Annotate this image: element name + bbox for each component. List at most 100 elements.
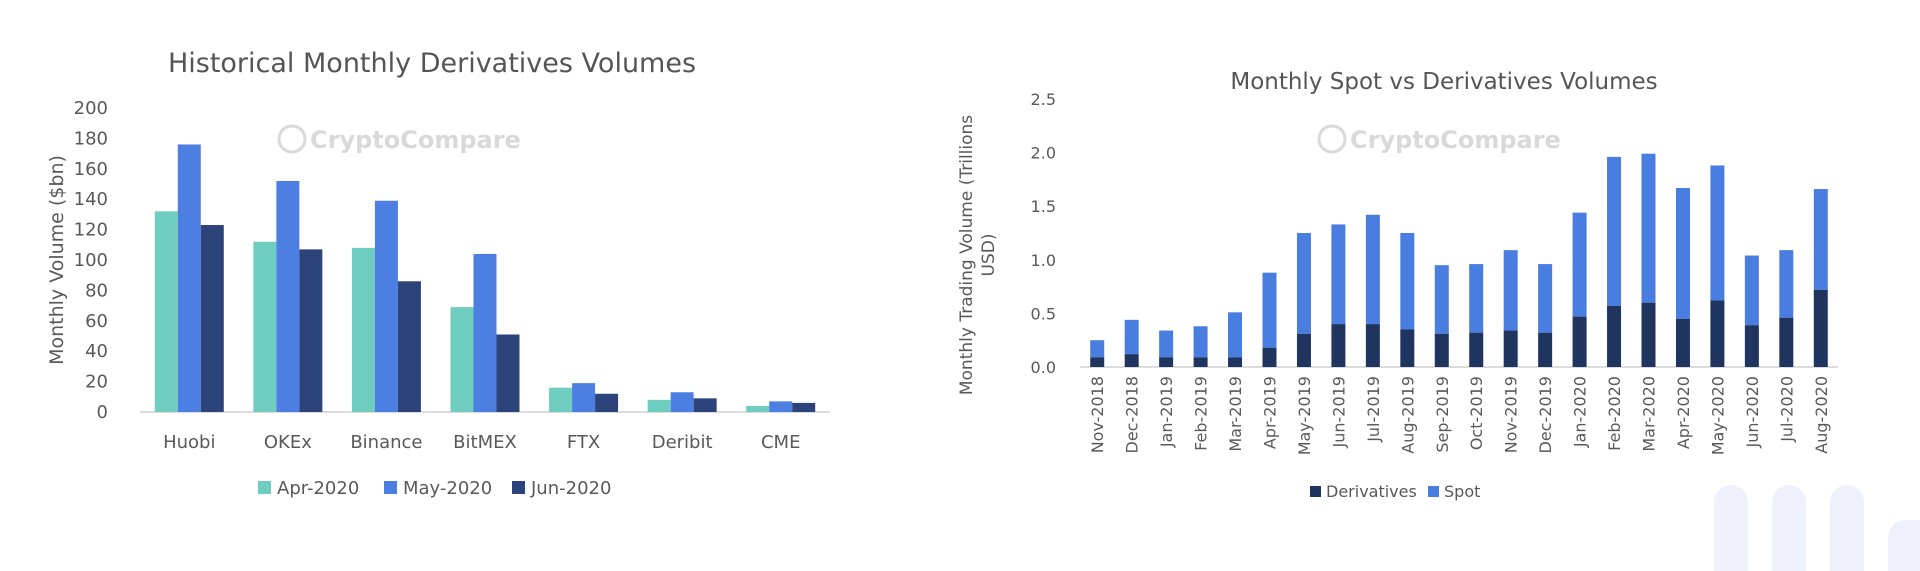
- y-tick-label: 0.0: [1031, 358, 1056, 377]
- bar-jun-2020-spot: [1744, 255, 1759, 326]
- y-tick-label: 180: [74, 128, 108, 149]
- bar-may-2019-spot: [1296, 233, 1311, 334]
- watermark-text: CryptoCompare: [1350, 126, 1561, 154]
- bar-bitmex-apr-2020: [450, 307, 474, 412]
- x-tick-label: Apr-2019: [1261, 376, 1280, 449]
- bar-binance-jun-2020: [397, 281, 421, 412]
- chart-title: Monthly Spot vs Derivatives Volumes: [1230, 69, 1657, 95]
- bar-huobi-may-2020: [177, 144, 201, 413]
- x-tick-label: Binance: [350, 432, 422, 453]
- bar-jun-2019-derivatives: [1331, 324, 1346, 367]
- legend-label-apr-2020: Apr-2020: [277, 478, 359, 499]
- bar-sep-2019-derivatives: [1434, 333, 1449, 367]
- x-tick-label: Deribit: [652, 432, 713, 453]
- bar-jun-2019-spot: [1331, 224, 1346, 325]
- y-tick-label: 80: [85, 280, 108, 301]
- legend-label-spot: Spot: [1444, 482, 1480, 501]
- y-tick-label: 60: [85, 311, 108, 332]
- bar-jul-2020-spot: [1779, 250, 1794, 318]
- spot-vs-derivatives-chart: Monthly Spot vs Derivatives Volumes Crypt…: [940, 0, 1840, 571]
- bar-sep-2019-spot: [1434, 265, 1449, 334]
- legend-swatch-derivatives: [1310, 486, 1321, 497]
- bar-apr-2019-derivatives: [1262, 347, 1277, 367]
- legend-swatch-may-2020: [384, 481, 397, 494]
- bar-binance-may-2020: [374, 200, 398, 412]
- legend-label-jun-2020: Jun-2020: [530, 478, 611, 499]
- x-tick-label: CME: [761, 432, 800, 453]
- bar-jun-2020-derivatives: [1744, 325, 1759, 367]
- bar-jul-2019-spot: [1365, 214, 1380, 325]
- decorative-pill-2: [1772, 485, 1806, 571]
- y-axis-label-line-2: USD): [979, 234, 999, 277]
- bar-huobi-apr-2020: [154, 211, 178, 412]
- y-tick-label: 0: [97, 402, 108, 423]
- bar-aug-2019-spot: [1400, 233, 1415, 330]
- x-tick-label: Feb-2020: [1605, 376, 1624, 451]
- y-axis-label: Monthly Volume ($bn): [46, 155, 68, 365]
- bar-mar-2019-spot: [1228, 312, 1243, 358]
- x-tick-label: BitMEX: [453, 432, 517, 453]
- x-tick-label: Jun-2020: [1743, 376, 1762, 449]
- x-tick-label: Huobi: [163, 432, 215, 453]
- x-tick-label: May-2019: [1295, 376, 1314, 455]
- bar-dec-2019-spot: [1538, 264, 1553, 333]
- bar-feb-2019-derivatives: [1193, 357, 1208, 367]
- bar-okex-jun-2020: [299, 249, 323, 412]
- bar-okex-apr-2020: [253, 241, 277, 412]
- x-tick-label: Aug-2020: [1812, 376, 1831, 454]
- bar-apr-2019-spot: [1262, 272, 1277, 348]
- bar-apr-2020-spot: [1675, 187, 1690, 319]
- spot-vs-derivatives-chart-svg: Monthly Spot vs Derivatives Volumes Crypt…: [957, 69, 1838, 501]
- bar-nov-2018-derivatives: [1090, 357, 1105, 367]
- x-tick-label: OKEx: [264, 432, 312, 453]
- bar-feb-2020-spot: [1607, 156, 1622, 306]
- bar-may-2020-derivatives: [1710, 300, 1725, 367]
- legend-swatch-jun-2020: [512, 481, 525, 494]
- bar-mar-2019-derivatives: [1228, 357, 1243, 367]
- bar-cme-may-2020: [769, 401, 793, 412]
- decorative-pill-1: [1714, 485, 1748, 571]
- y-tick-label: 2.0: [1031, 144, 1056, 163]
- x-tick-label: Sep-2019: [1433, 376, 1452, 453]
- bar-mar-2020-spot: [1641, 153, 1656, 303]
- x-tick-label: Mar-2020: [1640, 376, 1659, 452]
- y-tick-label: 0.5: [1031, 304, 1056, 323]
- bar-feb-2020-derivatives: [1607, 305, 1622, 367]
- bar-dec-2018-derivatives: [1124, 354, 1139, 367]
- bar-deribit-jun-2020: [693, 398, 717, 412]
- derivatives-volume-chart-svg: Historical Monthly Derivatives Volumes Cr…: [46, 48, 830, 499]
- y-tick-label: 140: [74, 189, 108, 210]
- decorative-pill-3: [1830, 485, 1864, 571]
- bar-aug-2019-derivatives: [1400, 329, 1415, 367]
- bar-may-2020-spot: [1710, 165, 1725, 301]
- bar-nov-2018-spot: [1090, 340, 1105, 358]
- x-tick-label: Nov-2019: [1502, 376, 1521, 453]
- watermark: CryptoCompare: [277, 124, 521, 154]
- watermark-text: CryptoCompare: [310, 126, 521, 154]
- bar-cme-apr-2020: [746, 405, 770, 412]
- chart-title: Historical Monthly Derivatives Volumes: [168, 48, 696, 79]
- cryptocompare-logo-icon: [1317, 124, 1347, 154]
- bar-nov-2019-spot: [1503, 250, 1518, 331]
- bar-ftx-may-2020: [572, 383, 596, 412]
- x-tick-label: Apr-2020: [1674, 376, 1693, 449]
- legend-swatch-apr-2020: [258, 481, 271, 494]
- x-tick-label: May-2020: [1708, 376, 1727, 455]
- legend-label-may-2020: May-2020: [403, 478, 492, 499]
- bar-dec-2018-spot: [1124, 319, 1139, 355]
- x-tick-label: Jan-2020: [1571, 376, 1590, 448]
- decorative-pill-4: [1888, 520, 1920, 571]
- bar-dec-2019-derivatives: [1538, 332, 1553, 367]
- bar-bitmex-may-2020: [473, 253, 497, 412]
- x-tick-label: Aug-2019: [1398, 376, 1417, 454]
- bar-oct-2019-derivatives: [1469, 332, 1484, 367]
- bar-aug-2020-spot: [1813, 189, 1828, 290]
- bar-oct-2019-spot: [1469, 264, 1484, 333]
- y-tick-label: 200: [74, 98, 108, 119]
- x-tick-label: Mar-2019: [1226, 376, 1245, 452]
- x-tick-label: Jul-2020: [1777, 376, 1796, 443]
- bar-nov-2019-derivatives: [1503, 330, 1518, 367]
- y-tick-label: 100: [74, 250, 108, 271]
- bar-okex-may-2020: [276, 180, 300, 412]
- bar-deribit-may-2020: [670, 392, 694, 412]
